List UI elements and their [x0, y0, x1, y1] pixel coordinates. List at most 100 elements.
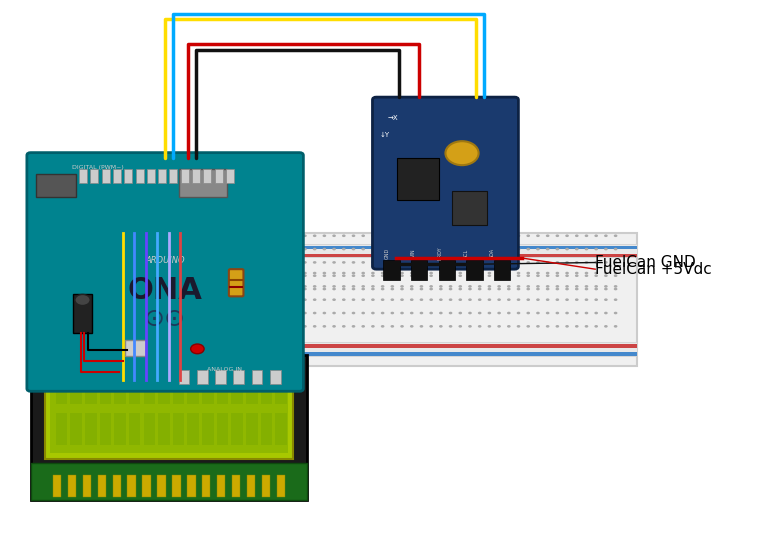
Bar — [202, 475, 210, 497]
Circle shape — [90, 261, 93, 264]
Circle shape — [458, 274, 462, 277]
Circle shape — [51, 287, 55, 290]
Circle shape — [197, 274, 200, 277]
Circle shape — [197, 287, 200, 290]
Circle shape — [478, 234, 482, 237]
Circle shape — [80, 234, 84, 237]
Circle shape — [449, 285, 452, 287]
Circle shape — [352, 312, 356, 314]
Circle shape — [264, 325, 268, 327]
Circle shape — [157, 274, 161, 277]
Circle shape — [342, 272, 346, 274]
Circle shape — [235, 272, 239, 274]
Circle shape — [410, 299, 413, 301]
Circle shape — [439, 234, 442, 237]
Circle shape — [449, 287, 452, 290]
Text: SDA: SDA — [490, 248, 495, 258]
Circle shape — [167, 274, 170, 277]
Bar — [31, 342, 637, 356]
Circle shape — [604, 272, 607, 274]
Circle shape — [167, 272, 170, 274]
Circle shape — [362, 285, 365, 287]
Circle shape — [128, 248, 132, 250]
Circle shape — [517, 325, 521, 327]
Circle shape — [303, 274, 306, 277]
Bar — [170, 169, 177, 183]
Bar — [439, 260, 455, 280]
Circle shape — [303, 299, 306, 301]
Circle shape — [41, 325, 45, 327]
Circle shape — [517, 234, 521, 237]
Text: FuelCan GND: FuelCan GND — [595, 255, 696, 270]
Circle shape — [555, 312, 559, 314]
Circle shape — [226, 272, 229, 274]
Circle shape — [458, 325, 462, 327]
Circle shape — [390, 234, 394, 237]
Circle shape — [604, 287, 607, 290]
Circle shape — [468, 285, 472, 287]
Bar — [173, 372, 184, 404]
Circle shape — [51, 312, 55, 314]
Circle shape — [410, 248, 413, 250]
Circle shape — [226, 299, 229, 301]
Circle shape — [216, 274, 220, 277]
Circle shape — [478, 312, 482, 314]
Circle shape — [264, 299, 268, 301]
Circle shape — [235, 312, 239, 314]
Circle shape — [536, 272, 540, 274]
Circle shape — [381, 325, 385, 327]
Bar — [252, 370, 263, 384]
Circle shape — [147, 287, 151, 290]
Circle shape — [283, 287, 287, 290]
Bar — [157, 475, 166, 497]
Circle shape — [255, 325, 258, 327]
Circle shape — [565, 312, 569, 314]
Circle shape — [90, 325, 93, 327]
Circle shape — [468, 272, 472, 274]
Circle shape — [61, 325, 64, 327]
Circle shape — [80, 274, 84, 277]
Circle shape — [264, 248, 268, 250]
Bar — [53, 475, 61, 497]
Circle shape — [41, 312, 45, 314]
Bar — [100, 413, 111, 445]
Circle shape — [507, 272, 511, 274]
Bar — [261, 372, 273, 404]
Circle shape — [458, 299, 462, 301]
Bar — [231, 413, 243, 445]
Circle shape — [167, 299, 170, 301]
Bar — [233, 370, 244, 384]
Circle shape — [371, 234, 375, 237]
Circle shape — [546, 248, 549, 250]
Circle shape — [313, 299, 316, 301]
Bar — [179, 370, 190, 384]
Circle shape — [498, 248, 501, 250]
Circle shape — [594, 234, 598, 237]
Circle shape — [333, 325, 336, 327]
Circle shape — [99, 325, 103, 327]
Circle shape — [80, 325, 84, 327]
Circle shape — [119, 274, 122, 277]
Text: FuelCan +5Vdc: FuelCan +5Vdc — [595, 261, 712, 277]
Circle shape — [400, 299, 404, 301]
Bar — [68, 475, 76, 497]
Circle shape — [507, 274, 511, 277]
Circle shape — [99, 312, 103, 314]
Bar — [215, 370, 226, 384]
Circle shape — [526, 248, 530, 250]
Circle shape — [517, 274, 521, 277]
Circle shape — [565, 234, 569, 237]
Circle shape — [449, 248, 452, 250]
Circle shape — [449, 312, 452, 314]
Circle shape — [206, 325, 210, 327]
Circle shape — [206, 274, 210, 277]
Circle shape — [147, 248, 151, 250]
Circle shape — [575, 272, 578, 274]
Circle shape — [61, 287, 64, 290]
Circle shape — [536, 325, 540, 327]
Text: ARDUINO: ARDUINO — [145, 256, 185, 265]
Circle shape — [119, 325, 122, 327]
Circle shape — [235, 299, 239, 301]
Circle shape — [468, 261, 472, 264]
Circle shape — [61, 274, 64, 277]
